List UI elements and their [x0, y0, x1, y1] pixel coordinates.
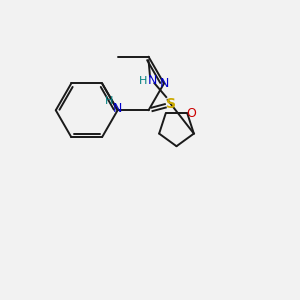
Text: N: N [160, 77, 170, 90]
Text: O: O [186, 107, 196, 120]
Text: H: H [139, 76, 147, 86]
Text: N: N [148, 74, 157, 87]
Text: H: H [105, 96, 114, 106]
Text: S: S [166, 98, 176, 111]
Text: N: N [113, 102, 122, 115]
